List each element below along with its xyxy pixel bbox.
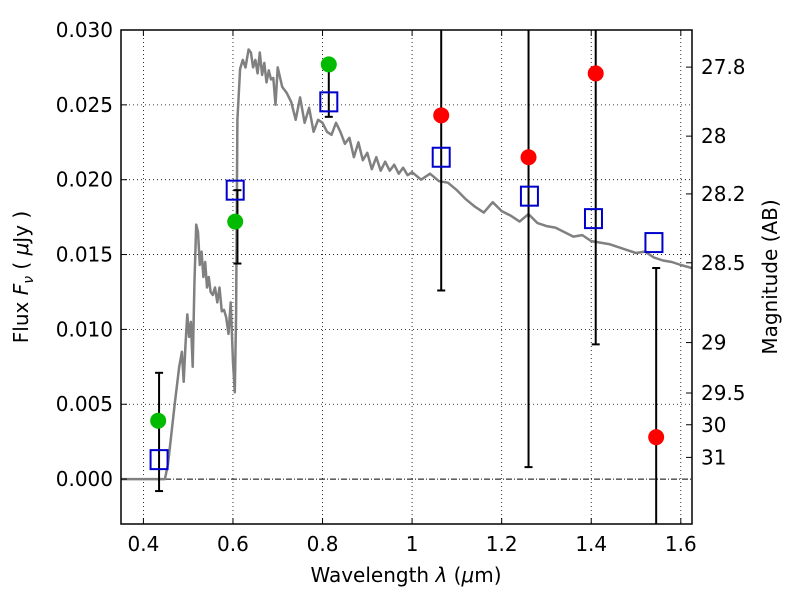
green-data-point xyxy=(150,412,167,429)
magnitude-axis-label: Magnitude (AB) xyxy=(758,199,782,354)
x-tick-label: 1.4 xyxy=(575,532,607,556)
red-data-point xyxy=(587,65,604,82)
y-axis-label: Flux Fν ( μJy ) xyxy=(9,211,37,343)
x-tick-label: 0.4 xyxy=(127,532,159,556)
blue-square-marker xyxy=(319,91,339,113)
green-data-point xyxy=(227,213,244,230)
magnitude-tick-label: 30 xyxy=(701,413,726,437)
y-tick-label: 0.015 xyxy=(56,243,113,267)
red-data-point xyxy=(648,429,665,446)
x-tick-label: 0.6 xyxy=(217,532,249,556)
x-tick-label: 1.2 xyxy=(486,532,518,556)
y-tick-label: 0.000 xyxy=(56,467,113,491)
x-tick-label: 1 xyxy=(406,532,419,556)
y-tick-label: 0.025 xyxy=(56,93,113,117)
blue-square-marker xyxy=(583,208,603,230)
x-axis-ticks: 0.4 0.6 0.8 1 1.2 1.4 1.6 xyxy=(127,30,697,556)
magnitude-tick-label: 31 xyxy=(701,445,726,469)
y-axis-ticks: 0.000 0.005 0.010 0.015 0.020 0.025 0.030 xyxy=(56,18,127,491)
model-spectrum-line xyxy=(121,48,692,481)
red-data-point xyxy=(433,107,450,124)
plot-layer xyxy=(121,30,692,524)
marker-layer xyxy=(149,56,665,471)
y-tick-label: 0.005 xyxy=(56,392,113,416)
y-tick-label: 0.030 xyxy=(56,18,113,42)
blue-square-marker xyxy=(225,179,245,201)
blue-square-marker xyxy=(149,449,169,471)
magnitude-tick-label: 29.5 xyxy=(701,381,746,405)
magnitude-tick-label: 28.5 xyxy=(701,251,746,275)
blue-square-marker xyxy=(519,185,539,207)
x-axis-label: Wavelength λ (μm) xyxy=(310,563,501,587)
green-data-point xyxy=(320,56,337,73)
blue-square-marker xyxy=(644,232,664,254)
blue-square-marker xyxy=(431,146,451,168)
magnitude-tick-label: 27.8 xyxy=(701,55,746,79)
magnitude-tick-label: 28.2 xyxy=(701,182,746,206)
x-tick-label: 1.6 xyxy=(665,532,697,556)
plot-frame xyxy=(120,29,693,525)
y-tick-label: 0.010 xyxy=(56,317,113,341)
magnitude-tick-label: 29 xyxy=(701,331,726,355)
magnitude-axis-ticks: 27.8 28 28.2 28.5 29 29.5 30 31 xyxy=(686,55,746,469)
y-tick-label: 0.020 xyxy=(56,168,113,192)
magnitude-tick-label: 28 xyxy=(701,124,726,148)
x-tick-label: 0.8 xyxy=(307,532,339,556)
plot-background xyxy=(121,30,692,524)
red-data-point xyxy=(520,149,537,166)
